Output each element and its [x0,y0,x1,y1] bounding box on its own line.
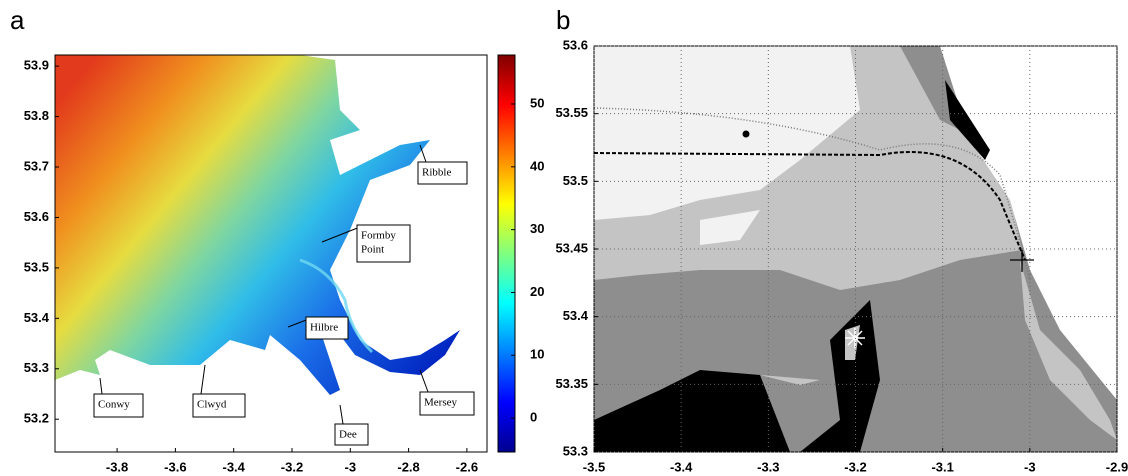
colorbar [497,54,516,453]
y-tick-label: 53.55 [555,105,588,120]
x-tick-label: -3.1 [931,459,953,474]
y-tick-label: 53.2 [24,411,49,426]
colorbar-tick-label: 50 [530,95,544,110]
annotation-box [93,393,144,418]
annotation-label: Clwyd [197,399,227,411]
colorbar-tick-label: 30 [530,221,544,236]
x-tick-label: -2.6 [456,459,478,474]
x-tick-label: -3.3 [757,459,779,474]
annotation-arrow [339,404,344,425]
annotation-box [419,391,475,416]
x-tick-label: -3.2 [844,459,866,474]
colorbar-tick-label: 40 [530,158,544,173]
annotation-arrow [419,144,427,163]
y-tick-label: 53.35 [555,376,588,391]
annotation-label: Formby [361,230,396,242]
y-tick-label: 53.6 [24,209,49,224]
y-tick-label: 53.3 [24,360,49,375]
y-tick-label: 53.6 [563,37,588,52]
y-tick-label: 53.4 [24,310,50,325]
zone-map [593,46,1117,452]
y-tick-label: 53.7 [24,158,49,173]
y-tick-label: 53.9 [24,58,49,73]
x-tick-label: -3 [345,459,357,474]
x-tick-label: -3.6 [164,459,186,474]
x-tick-label: -3.5 [583,459,605,474]
colorbar-tick-label: 10 [530,347,544,362]
y-tick-label: 53.45 [555,240,588,255]
panel-label: b [556,5,570,35]
panel-label: a [10,5,25,35]
x-tick-label: -3.8 [106,459,128,474]
annotation-label: Conwy [98,399,130,411]
y-tick-label: 53.3 [563,443,588,458]
annotation-box [417,161,468,185]
annotation-arrow [419,369,429,393]
annotation-arrow [99,377,103,395]
axes-frame [54,54,488,453]
annotation-box [334,423,369,446]
annotation-box [192,393,246,418]
annotation-label: Point [361,244,384,256]
x-tick-label: -2.9 [1106,459,1128,474]
annotation-box [356,224,411,263]
colorbar-tick-label: 20 [530,284,544,299]
x-tick-label: -2.8 [397,459,419,474]
x-tick-label: -3.2 [281,459,303,474]
annotation-label: Ribble [422,167,451,179]
x-tick-label: -3.4 [222,459,245,474]
y-tick-label: 53.5 [563,173,588,188]
bathymetry-map [55,55,460,395]
x-tick-label: -3 [1024,459,1036,474]
colorbar-tick-label: 0 [530,410,537,425]
y-tick-label: 53.5 [24,259,49,274]
y-tick-label: 53.8 [24,108,49,123]
annotation-arrow [200,364,206,395]
annotation-label: Hilbre [310,322,338,334]
annotation-label: Mersey [424,397,457,409]
annotation-label: Dee [339,429,357,441]
x-tick-label: -3.4 [670,459,693,474]
y-tick-label: 53.4 [563,308,589,323]
annotation-box [305,316,349,340]
